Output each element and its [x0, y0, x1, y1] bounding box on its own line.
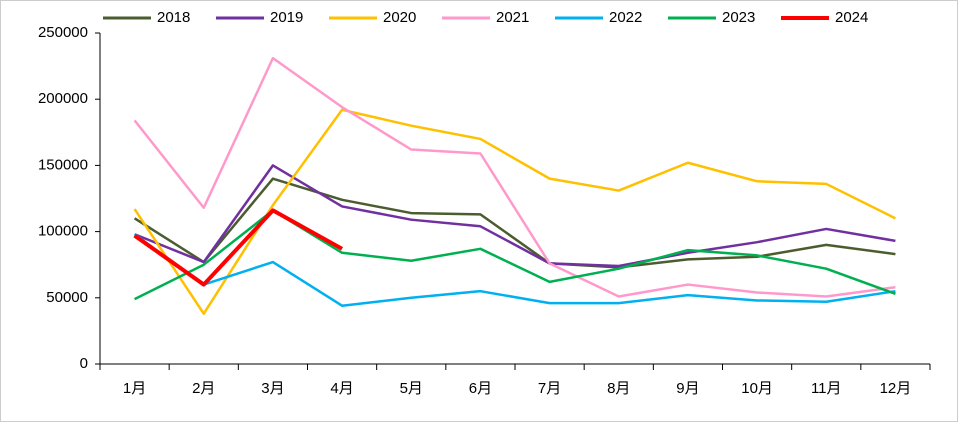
legend-label: 2022 — [609, 9, 642, 26]
series-line — [133, 177, 896, 269]
y-tick-label: 100000 — [38, 223, 88, 240]
x-tick-label: 4月 — [330, 380, 353, 397]
legend-label: 2023 — [722, 9, 755, 26]
x-tick-label: 9月 — [676, 380, 699, 397]
x-tick-label: 10月 — [741, 380, 773, 397]
series-line — [134, 209, 896, 301]
legend-label: 2018 — [157, 9, 190, 26]
x-tick-label: 7月 — [538, 380, 561, 397]
y-tick-label: 200000 — [38, 90, 88, 107]
series-line — [133, 233, 896, 307]
y-tick-label: 250000 — [38, 24, 88, 41]
x-tick-label: 3月 — [261, 380, 284, 397]
legend-label: 2021 — [496, 9, 529, 26]
legend-label: 2019 — [270, 9, 303, 26]
y-tick-label: 50000 — [46, 289, 88, 306]
x-tick-label: 1月 — [123, 380, 146, 397]
y-tick-label: 0 — [80, 355, 88, 372]
series-line — [133, 208, 344, 287]
y-tick-label: 150000 — [38, 156, 88, 173]
x-tick-label: 8月 — [607, 380, 630, 397]
legend-label: 2020 — [383, 9, 416, 26]
series-line — [134, 164, 896, 268]
x-tick-label: 6月 — [469, 380, 492, 397]
x-tick-label: 12月 — [880, 380, 912, 397]
x-tick-label: 2月 — [192, 380, 215, 397]
x-tick-label: 5月 — [400, 380, 423, 397]
x-tick-label: 11月 — [811, 380, 842, 397]
series-line — [133, 56, 896, 298]
legend-label: 2024 — [835, 9, 868, 26]
series-line — [133, 108, 896, 315]
